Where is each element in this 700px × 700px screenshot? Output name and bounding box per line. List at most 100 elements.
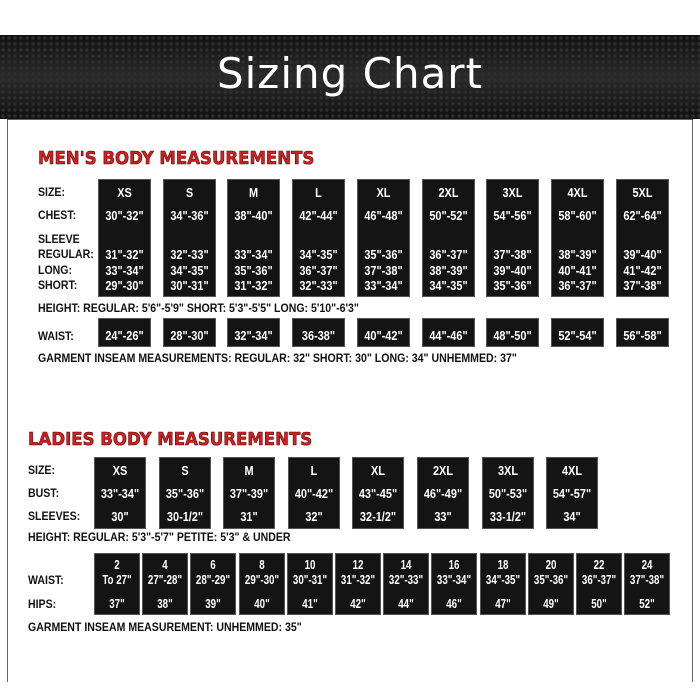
sleeves-value: 30" <box>111 509 129 524</box>
sleeve-short-value: 34"-35" <box>428 278 468 293</box>
sleeve-regular-value: 34"-35" <box>299 247 338 262</box>
waist-value: 36-38" <box>302 328 336 343</box>
bust-value: 33"-34" <box>100 486 140 501</box>
ladies-hips-label: HIPS: <box>28 597 57 611</box>
waist-value: 35"-36" <box>533 573 568 587</box>
waist-value: 34"-35" <box>485 573 520 587</box>
sleeves-value: 30-1/2" <box>166 509 203 524</box>
bust-value: 37"-39" <box>230 486 269 501</box>
sleeve-regular-value: 33"-34" <box>234 247 274 262</box>
size-value: L <box>315 185 322 200</box>
waist-value: 48"-50" <box>493 328 532 343</box>
men-size-label: SIZE: <box>38 185 65 199</box>
ladies-numeric-size-column: 10 30"-31" 41" <box>286 553 333 615</box>
size-value: 8 <box>258 558 265 572</box>
hips-value: 49" <box>543 597 559 611</box>
ladies-size-column: M 37"-39" 31" <box>223 457 276 529</box>
size-value: S <box>185 185 193 200</box>
size-value: M <box>249 185 259 200</box>
sleeve-short-value: 37"-38" <box>622 278 662 293</box>
men-size-column: M 38"-40" 33"-34" 35"-36" 31"-32" <box>227 179 281 297</box>
waist-value: 29"-30" <box>244 573 279 587</box>
bust-value: 46"-49" <box>423 486 463 501</box>
chest-value: 46"-48" <box>364 208 403 223</box>
ladies-waist-label: WAIST: <box>28 573 64 587</box>
ladies-inseam-note: GARMENT INSEAM MEASUREMENT: UNHEMMED: 35… <box>28 620 302 634</box>
size-value: S <box>180 463 189 478</box>
bust-value: 50"-53" <box>488 486 527 501</box>
men-short-label: SHORT: <box>38 278 78 292</box>
size-value: 3XL <box>502 185 523 200</box>
chest-value: 38"-40" <box>234 208 274 223</box>
size-value: 14 <box>400 558 412 572</box>
men-waist-box: 52"-54" <box>550 318 604 347</box>
size-value: 5XL <box>632 185 653 200</box>
ladies-numeric-size-column: 24 37"-38" 52" <box>624 553 671 615</box>
size-value: XS <box>117 185 132 200</box>
hips-value: 39" <box>205 597 222 611</box>
sleeve-short-value: 30"-31" <box>170 278 209 293</box>
sleeve-long-value: 40"-41" <box>558 263 597 278</box>
size-value: XL <box>371 463 386 478</box>
size-value: 2XL <box>437 185 459 200</box>
sleeve-long-value: 36"-37" <box>299 263 338 278</box>
chest-value: 42"-44" <box>299 208 338 223</box>
ladies-numeric-size-column: 16 33"-34" 46" <box>431 553 478 615</box>
sleeves-value: 33" <box>434 509 452 524</box>
ladies-numeric-size-column: 14 32"-33" 44" <box>383 553 430 615</box>
sleeve-short-value: 36"-37" <box>558 278 597 293</box>
ladies-numeric-size-column: 18 34"-35" 47" <box>479 553 526 615</box>
size-value: M <box>244 463 254 478</box>
hips-value: 41" <box>302 597 318 611</box>
waist-value: 40"-42" <box>364 328 403 343</box>
ladies-heading: LADIES BODY MEASUREMENTS <box>28 429 313 451</box>
header-banner: Sizing Chart <box>0 35 700 119</box>
sleeve-regular-value: 31"-32" <box>105 247 144 262</box>
sleeve-regular-value: 35"-36" <box>364 247 403 262</box>
sleeve-long-value: 35"-36" <box>234 263 274 278</box>
sleeve-regular-value: 37"-38" <box>493 247 532 262</box>
men-waist-box: 48"-50" <box>486 318 540 347</box>
sleeves-value: 33-1/2" <box>489 509 526 524</box>
ladies-numeric-size-column: 8 29"-30" 40" <box>238 553 285 615</box>
men-waist-box: 36-38" <box>292 318 346 347</box>
men-long-label: LONG: <box>38 263 73 277</box>
sleeve-long-value: 41"-42" <box>622 263 662 278</box>
men-size-column: 2XL 50"-52" 36"-37" 38"-39" 34"-35" <box>421 179 475 297</box>
ladies-numeric-size-column: 4 27"-28" 38" <box>142 553 189 615</box>
chest-value: 34"-36" <box>170 208 209 223</box>
size-value: XL <box>376 185 391 200</box>
waist-value: 32"-33" <box>389 573 424 587</box>
men-inseam-note: GARMENT INSEAM MEASUREMENTS: REGULAR: 32… <box>38 351 517 365</box>
sleeve-short-value: 29"-30" <box>105 278 144 293</box>
chest-value: 30"-32" <box>105 208 144 223</box>
waist-value: 56"-58" <box>622 328 662 343</box>
sleeve-long-value: 34"-35" <box>170 263 209 278</box>
sleeve-short-value: 32"-33" <box>299 278 338 293</box>
size-value: 2XL <box>432 463 454 478</box>
hips-value: 50" <box>591 597 607 611</box>
waist-value: 24"-26" <box>105 328 144 343</box>
ladies-numeric-size-column: 22 36"-37" 50" <box>576 553 622 615</box>
ladies-sleeves-label: SLEEVES: <box>28 509 81 523</box>
size-value: 12 <box>352 558 364 572</box>
size-value: L <box>310 463 318 478</box>
men-size-column: S 34"-36" 32"-33" 34"-35" 30"-31" <box>162 179 216 297</box>
men-waist-box: 56"-58" <box>615 318 669 347</box>
waist-value: 31"-32" <box>340 573 376 587</box>
ladies-numeric-size-column: 6 28"-29" 39" <box>190 553 237 615</box>
sleeve-long-value: 37"-38" <box>364 263 403 278</box>
men-waist-box: 32"-34" <box>227 318 281 347</box>
men-height-note: HEIGHT: REGULAR: 5'6"-5'9" SHORT: 5'3"-5… <box>38 301 359 315</box>
sleeve-long-value: 33"-34" <box>105 263 144 278</box>
men-size-column: 3XL 54"-56" 37"-38" 39"-40" 35"-36" <box>486 179 540 297</box>
waist-value: 33"-34" <box>437 573 472 587</box>
ladies-size-column: 3XL 50"-53" 33-1/2" <box>481 457 534 529</box>
sleeve-regular-value: 36"-37" <box>428 247 468 262</box>
sleeves-value: 32" <box>305 509 323 524</box>
men-waist-box: 24"-26" <box>98 318 151 347</box>
size-value: 24 <box>641 558 653 572</box>
hips-value: 37" <box>109 597 125 611</box>
bust-value: 40"-42" <box>294 486 333 501</box>
hips-value: 42" <box>350 597 366 611</box>
